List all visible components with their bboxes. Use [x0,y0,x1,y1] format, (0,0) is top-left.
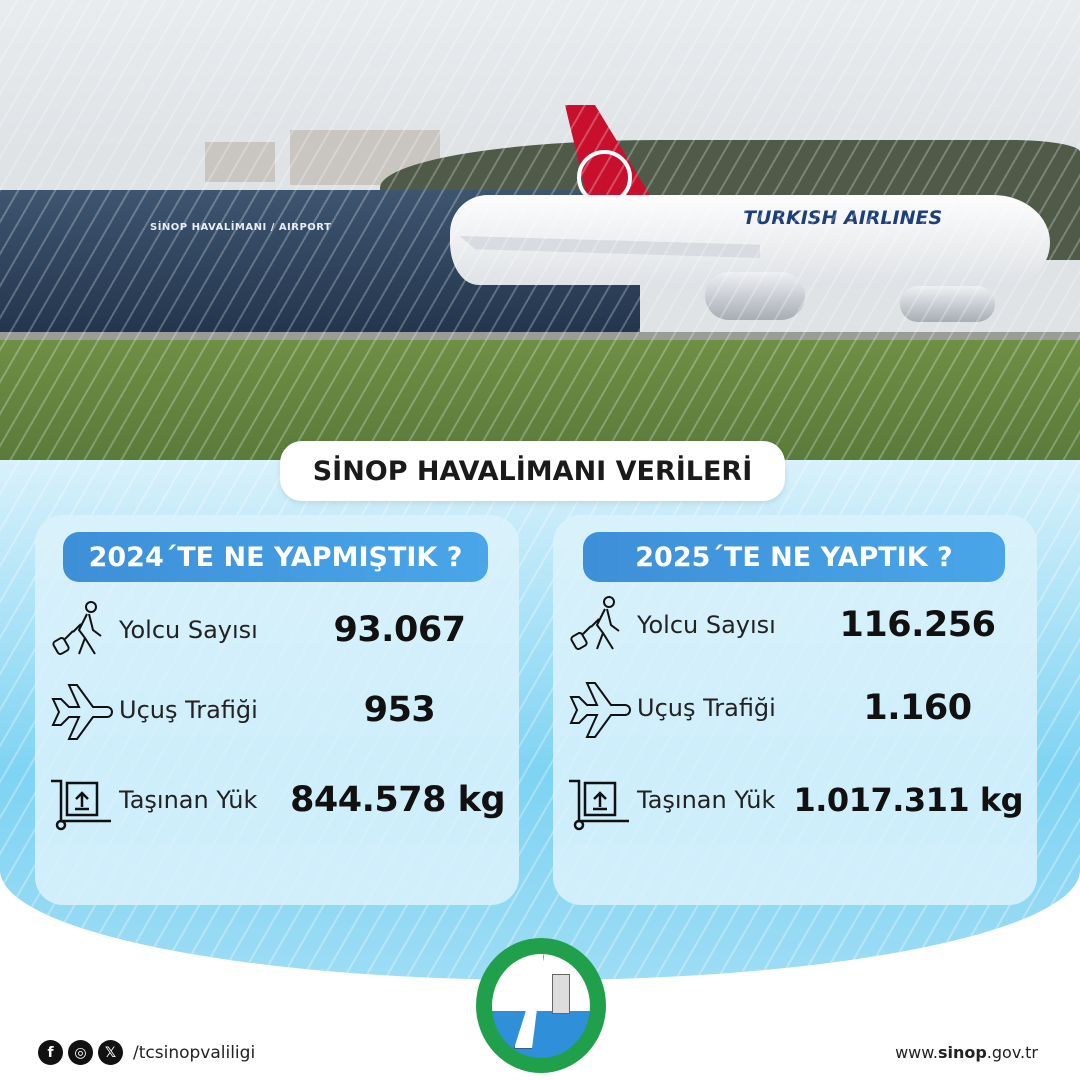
stat-row-flights: Uçuş Trafiği 953 [49,675,505,745]
social-handle[interactable]: /tcsinopvaliligi [133,1042,256,1063]
stat-label: Taşınan Yük [637,786,776,814]
plane-engine [705,272,805,320]
stat-row-cargo: Taşınan Yük 1.017.311 kg [567,765,1023,835]
cargo-trolley-icon [51,779,111,831]
stat-value: 953 [363,690,436,730]
plane-engine [900,286,995,322]
stat-row-cargo: Taşınan Yük 844.578 kg [49,765,505,835]
facebook-icon[interactable]: f [38,1040,63,1065]
airline-livery: TURKISH AIRLINES [743,207,943,229]
stat-value: 1.160 [863,688,972,728]
cargo-trolley-icon [569,779,629,831]
page-title: SİNOP HAVALİMANI VERİLERİ [280,441,785,501]
sinop-governorship-logo [476,938,606,1073]
stat-label: Yolcu Sayısı [637,611,776,639]
castle-icon [552,973,570,1014]
stat-row-passengers: Yolcu Sayısı 116.256 [567,590,1023,660]
stat-row-passengers: Yolcu Sayısı 93.067 [49,595,505,665]
traveler-with-luggage-icon [570,596,620,650]
airport-photo: SİNOP HAVALİMANI / AIRPORT TURKISH AIRLI… [0,0,1080,470]
airplane-icon [569,682,631,738]
airplane-icon [51,684,113,740]
stat-value: 844.578 kg [290,780,505,820]
traveler-with-luggage-icon [52,601,102,655]
stat-value: 1.017.311 kg [793,781,1024,819]
card-2024: 2024´TE NE YAPMIŞTIK ? Yolcu Sayısı 93.0… [35,515,519,905]
x-icon[interactable]: 𝕏 [98,1040,123,1065]
stat-label: Uçuş Trafiği [637,694,776,722]
building [205,142,275,182]
stat-value: 116.256 [839,605,996,645]
social-links: f ◎ 𝕏 /tcsinopvaliligi [38,1040,255,1065]
stat-label: Uçuş Trafiği [119,696,258,724]
instagram-icon[interactable]: ◎ [68,1040,93,1065]
stat-row-flights: Uçuş Trafiği 1.160 [567,673,1023,743]
card-2025: 2025´TE NE YAPTIK ? Yolcu Sayısı 116.256… [553,515,1037,905]
stat-value: 93.067 [333,610,466,650]
card-heading: 2025´TE NE YAPTIK ? [583,532,1005,582]
logo-emblem [492,953,590,1058]
card-heading: 2024´TE NE YAPMIŞTIK ? [63,532,488,582]
terminal-sign: SİNOP HAVALİMANI / AIRPORT [150,222,332,233]
website-link[interactable]: www.sinop.gov.tr [895,1043,1038,1062]
stat-label: Taşınan Yük [119,786,258,814]
stat-label: Yolcu Sayısı [119,616,258,644]
